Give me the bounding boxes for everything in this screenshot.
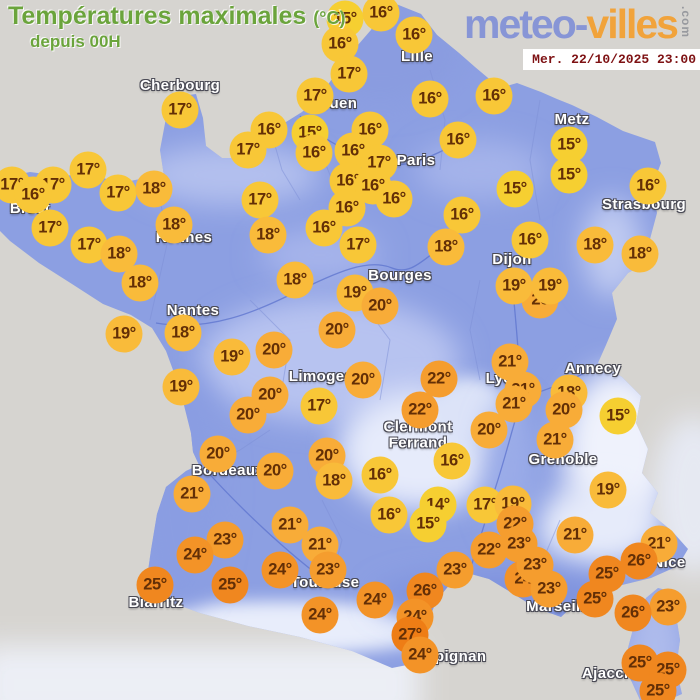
city-label-metz: Metz: [554, 111, 590, 129]
temp-bubble[interactable]: 20°: [229, 396, 267, 434]
temp-bubble[interactable]: 20°: [361, 287, 399, 325]
temp-bubble[interactable]: 17°: [229, 131, 267, 169]
map-title-block: Températures maximales (°C) depuis 00H: [8, 2, 345, 52]
temp-bubble[interactable]: 19°: [495, 267, 533, 305]
temp-bubble[interactable]: 16°: [305, 209, 343, 247]
temp-bubble[interactable]: 18°: [164, 314, 202, 352]
temp-bubble[interactable]: 16°: [433, 442, 471, 480]
temp-bubble[interactable]: 24°: [356, 581, 394, 619]
temp-bubble[interactable]: 17°: [339, 226, 377, 264]
logo-part-villes: villes: [586, 1, 679, 47]
temp-bubble[interactable]: 25°: [211, 566, 249, 604]
title-unit: (°C): [313, 8, 346, 28]
temp-bubble[interactable]: 25°: [639, 672, 677, 700]
page-title: Températures maximales (°C): [8, 2, 345, 31]
logo-suffix-com: .com: [679, 6, 693, 39]
temp-bubble[interactable]: 24°: [301, 596, 339, 634]
temp-bubble[interactable]: 23°: [309, 551, 347, 589]
title-text: Températures maximales: [8, 2, 307, 30]
temp-bubble[interactable]: 17°: [99, 174, 137, 212]
temp-bubble[interactable]: 23°: [436, 551, 474, 589]
temp-bubble[interactable]: 16°: [361, 456, 399, 494]
temp-bubble[interactable]: 15°: [550, 156, 588, 194]
temp-bubble[interactable]: 17°: [296, 77, 334, 115]
temp-bubble[interactable]: 17°: [70, 226, 108, 264]
temp-bubble[interactable]: 16°: [411, 80, 449, 118]
temp-bubble[interactable]: 19°: [162, 368, 200, 406]
temp-bubble[interactable]: 17°: [31, 209, 69, 247]
temp-bubble[interactable]: 21°: [173, 475, 211, 513]
meteo-villes-logo[interactable]: meteo-villes .com: [463, 1, 693, 47]
temp-bubble[interactable]: 16°: [475, 77, 513, 115]
temp-bubble[interactable]: 21°: [556, 516, 594, 554]
temp-bubble[interactable]: 18°: [576, 226, 614, 264]
temp-bubble[interactable]: 20°: [318, 311, 356, 349]
temp-bubble[interactable]: 22°: [420, 360, 458, 398]
city-label-limoges: Limoges: [288, 368, 354, 386]
temp-bubble[interactable]: 17°: [300, 387, 338, 425]
temp-bubble[interactable]: 17°: [241, 181, 279, 219]
temp-bubble[interactable]: 24°: [401, 636, 439, 674]
temp-bubble[interactable]: 26°: [620, 542, 658, 580]
temp-bubble[interactable]: 25°: [136, 566, 174, 604]
temp-bubble[interactable]: 18°: [135, 170, 173, 208]
city-label-bourges: Bourges: [368, 267, 432, 285]
temp-bubble[interactable]: 20°: [344, 361, 382, 399]
temp-bubble[interactable]: 24°: [261, 551, 299, 589]
temp-bubble[interactable]: 17°: [69, 151, 107, 189]
temp-bubble[interactable]: 27°: [391, 616, 429, 654]
temp-bubble[interactable]: 25°: [576, 580, 614, 618]
temp-bubble[interactable]: 15°: [409, 505, 447, 543]
temp-bubble[interactable]: 16°: [14, 176, 52, 214]
temp-bubble[interactable]: 18°: [121, 264, 159, 302]
temp-bubble[interactable]: 20°: [470, 411, 508, 449]
temp-bubble[interactable]: 21°: [536, 421, 574, 459]
temp-bubble[interactable]: 19°: [531, 267, 569, 305]
temp-bubble[interactable]: 20°: [256, 452, 294, 490]
city-label-annecy: Annecy: [564, 360, 622, 378]
temp-bubble[interactable]: 16°: [511, 221, 549, 259]
temp-bubble[interactable]: 15°: [496, 170, 534, 208]
temp-bubble[interactable]: 18°: [315, 462, 353, 500]
temp-bubble[interactable]: 18°: [249, 216, 287, 254]
temp-bubble[interactable]: 22°: [470, 531, 508, 569]
temp-bubble[interactable]: 18°: [427, 228, 465, 266]
temp-bubble[interactable]: 19°: [589, 471, 627, 509]
temp-bubble[interactable]: 16°: [362, 0, 400, 32]
temp-bubble[interactable]: 16°: [443, 196, 481, 234]
temp-bubble[interactable]: 18°: [276, 261, 314, 299]
temp-bubble[interactable]: 16°: [395, 16, 433, 54]
page-subtitle: depuis 00H: [30, 32, 121, 51]
logo-part-meteo: meteo-: [463, 1, 588, 47]
temp-bubble[interactable]: 18°: [155, 206, 193, 244]
temp-bubble[interactable]: 16°: [439, 121, 477, 159]
temp-bubble[interactable]: 15°: [599, 397, 637, 435]
datetime-badge: Mer. 22/10/2025 23:00: [523, 49, 700, 70]
temp-bubble[interactable]: 26°: [614, 594, 652, 632]
temp-bubble[interactable]: 16°: [370, 496, 408, 534]
temp-bubble[interactable]: 16°: [375, 180, 413, 218]
temp-bubble[interactable]: 23°: [530, 570, 568, 608]
city-label-paris: Paris: [396, 152, 436, 170]
temp-bubble[interactable]: 17°: [161, 91, 199, 129]
temp-bubble[interactable]: 19°: [105, 315, 143, 353]
temp-bubble[interactable]: 20°: [199, 435, 237, 473]
city-label-strasbourg: Strasbourg: [601, 196, 687, 214]
city-label-cherbourg: Cherbourg: [139, 77, 221, 95]
temp-bubble[interactable]: 17°: [330, 55, 368, 93]
temp-bubble[interactable]: 16°: [295, 134, 333, 172]
temp-bubble[interactable]: 18°: [621, 235, 659, 273]
temp-bubble[interactable]: 16°: [629, 167, 667, 205]
temp-bubble[interactable]: 19°: [213, 338, 251, 376]
temp-bubble[interactable]: 23°: [649, 588, 687, 626]
temp-bubble[interactable]: 22°: [401, 391, 439, 429]
temp-bubble[interactable]: 24°: [176, 536, 214, 574]
temp-bubble[interactable]: 20°: [255, 331, 293, 369]
